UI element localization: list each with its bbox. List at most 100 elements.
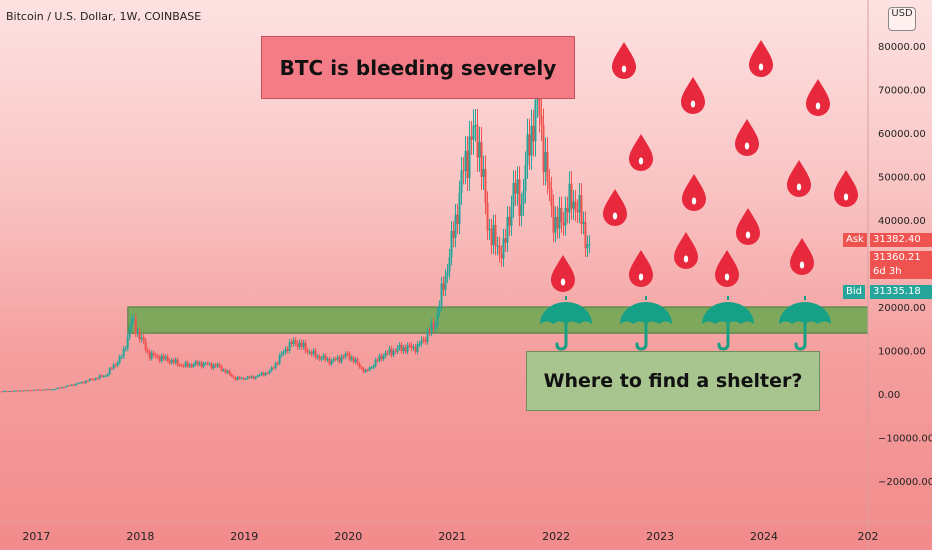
candle-body	[568, 183, 571, 213]
candles-layer	[0, 73, 591, 393]
umbrella-icon	[779, 296, 831, 351]
blood-drop-icon	[715, 250, 739, 287]
candle-body	[500, 253, 503, 259]
candle-body	[382, 355, 385, 360]
candle-body	[240, 377, 243, 379]
candle-body	[404, 347, 407, 352]
candle-body	[280, 353, 283, 356]
candle-body	[238, 377, 241, 379]
candle-body	[116, 362, 119, 366]
candle-body	[470, 136, 473, 140]
candle-body	[244, 378, 247, 380]
candle-body	[300, 342, 303, 347]
candle-body	[232, 376, 235, 378]
candle-body	[514, 183, 517, 194]
candle-body	[60, 387, 63, 389]
candle-body	[36, 389, 39, 391]
candle-body	[274, 363, 277, 368]
candle-body	[166, 356, 169, 361]
candle-body	[534, 100, 537, 142]
candle-body	[22, 390, 25, 392]
x-tick-label: 202	[858, 530, 879, 543]
blood-drop-icon	[674, 232, 698, 269]
candle-body	[284, 348, 287, 353]
candle-body	[296, 343, 299, 348]
candle-body	[572, 201, 575, 209]
candle-body	[234, 377, 237, 380]
candle-body	[582, 221, 585, 225]
candle-body	[566, 207, 569, 213]
candle-body	[178, 364, 181, 366]
time-axis[interactable]: 2017 2018 2019 2020 2021 2022 2023 2024 202	[22, 530, 878, 543]
candle-body	[42, 389, 45, 391]
candle-body	[120, 356, 123, 358]
candle-body	[226, 370, 229, 373]
candle-body	[222, 369, 225, 371]
x-tick-label: 2024	[750, 530, 778, 543]
candle-body	[326, 358, 329, 361]
candle-body	[342, 356, 345, 358]
candle-body	[190, 364, 193, 367]
candle-body	[12, 390, 15, 392]
candle-body	[348, 353, 351, 360]
candle-body	[28, 390, 31, 392]
candle-body	[128, 328, 131, 337]
candle-body	[80, 382, 83, 384]
candle-body	[480, 141, 483, 177]
candle-body	[336, 357, 339, 360]
blood-drop-icon	[551, 255, 575, 292]
candle-body	[206, 363, 209, 365]
candle-body	[302, 342, 305, 347]
candle-body	[82, 382, 85, 384]
candle-body	[268, 370, 271, 374]
candle-body	[312, 350, 315, 355]
x-tick-label: 2019	[230, 530, 258, 543]
candle-body	[170, 360, 173, 363]
candle-body	[220, 366, 223, 371]
candle-body	[160, 355, 163, 362]
candle-body	[578, 194, 581, 213]
candle-body	[584, 221, 587, 249]
candle-body	[216, 364, 219, 367]
candle-body	[20, 390, 23, 392]
candle-body	[408, 345, 411, 347]
candle-body	[380, 355, 383, 360]
callout-shelter: Where to find a shelter?	[526, 351, 820, 411]
candle-body	[554, 216, 557, 233]
candle-body	[6, 390, 9, 392]
last-price-value: 31360.21	[870, 251, 932, 265]
candle-body	[282, 352, 285, 354]
candle-body	[298, 342, 301, 348]
candle-body	[506, 216, 509, 243]
candle-body	[526, 134, 529, 166]
candle-body	[64, 386, 67, 388]
candle-body	[186, 362, 189, 367]
candle-body	[106, 374, 109, 376]
currency-button[interactable]: USD	[888, 7, 916, 31]
candle-body	[174, 359, 177, 363]
candle-body	[484, 168, 487, 203]
ask-value: 31382.40	[870, 233, 932, 247]
blood-drop-icon	[806, 79, 830, 116]
candle-body	[466, 150, 469, 178]
callout-bleeding-text: BTC is bleeding severely	[279, 55, 557, 80]
candle-body	[494, 224, 497, 247]
candle-body	[548, 181, 551, 189]
candle-body	[258, 374, 261, 376]
candle-body	[164, 356, 167, 359]
candle-body	[360, 367, 363, 369]
candle-body	[330, 360, 333, 365]
candle-body	[50, 389, 53, 391]
candle-body	[316, 356, 319, 358]
candle-body	[378, 355, 381, 361]
bid-value: 31335.18	[870, 285, 932, 299]
candle-body	[276, 363, 279, 365]
candle-body	[322, 355, 325, 359]
candle-body	[214, 364, 217, 367]
candle-body	[54, 388, 57, 390]
candle-body	[26, 390, 29, 392]
candle-body	[260, 372, 263, 375]
candle-body	[524, 165, 527, 192]
candle-body	[236, 377, 239, 380]
